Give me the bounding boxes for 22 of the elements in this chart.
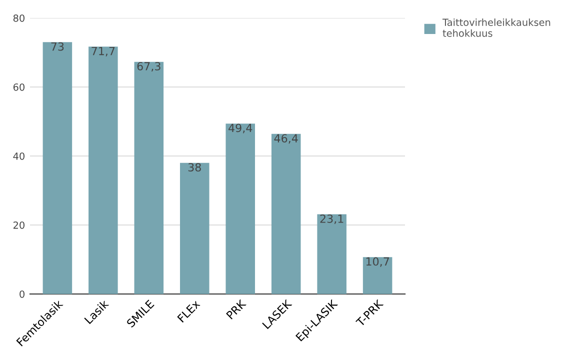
bar bbox=[362, 257, 392, 294]
data-label: 46,4 bbox=[274, 134, 298, 144]
data-label: 38 bbox=[188, 163, 201, 172]
data-label: 73 bbox=[51, 42, 64, 51]
data-label: 49,4 bbox=[228, 124, 252, 134]
data-label: 23,1 bbox=[320, 214, 344, 224]
y-tick-label: 80 bbox=[13, 14, 24, 22]
data-label: 67,3 bbox=[137, 62, 160, 72]
y-tick-label: 0 bbox=[20, 290, 24, 298]
bar bbox=[271, 134, 301, 294]
y-tick-label: 40 bbox=[13, 152, 24, 160]
bar bbox=[226, 124, 255, 294]
y-tick-label: 20 bbox=[13, 221, 24, 229]
y-tick-label: 60 bbox=[13, 83, 24, 91]
bar bbox=[88, 46, 118, 294]
data-label: 10,7 bbox=[366, 257, 389, 267]
bar bbox=[42, 42, 72, 294]
bar bbox=[134, 62, 164, 294]
data-label: 71,7 bbox=[92, 46, 115, 56]
bar bbox=[180, 162, 210, 294]
bar bbox=[317, 214, 346, 294]
legend-label: Taittovirheleikkauksen tehokkuus bbox=[442, 18, 550, 37]
